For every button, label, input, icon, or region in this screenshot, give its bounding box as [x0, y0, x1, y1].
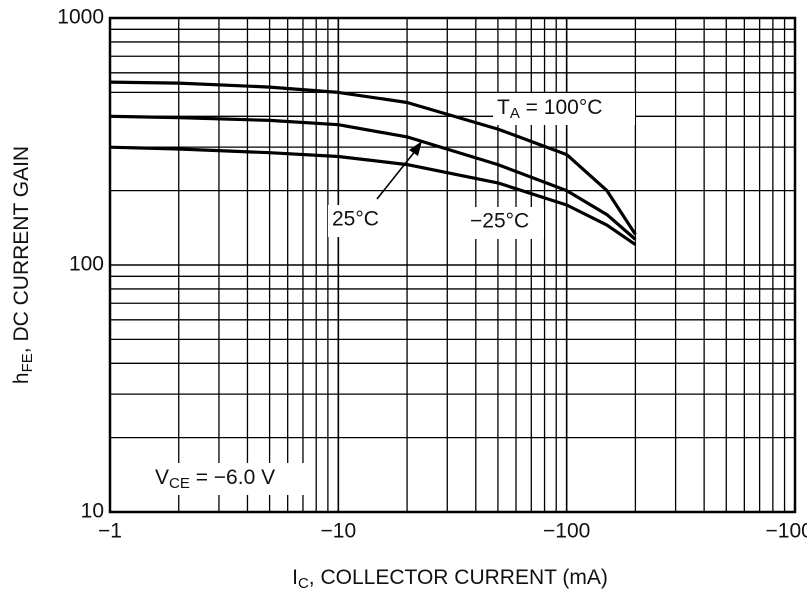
series-label: 25°C	[332, 208, 379, 231]
x-label-rest: , COLLECTOR CURRENT (mA)	[309, 566, 608, 589]
series-label-rest: = 100°C	[520, 96, 603, 119]
series-label: −25°C	[470, 210, 529, 233]
annotation-sub: CE	[169, 475, 190, 492]
curve	[109, 145, 637, 246]
x-label-main: I	[292, 566, 298, 589]
label-bg	[493, 93, 635, 125]
x-tick-label: −100	[543, 520, 590, 543]
x-tick-label: −1	[98, 520, 122, 543]
annotation-main: V	[155, 466, 169, 489]
x-tick-label: −10	[321, 520, 357, 543]
annotation-rest: = −6.0 V	[190, 466, 275, 489]
y-label-rest: , DC CURRENT GAIN	[10, 146, 33, 353]
x-axis-label: IC, COLLECTOR CURRENT (mA)	[292, 566, 608, 592]
annotation: VCE = −6.0 V	[155, 466, 275, 492]
plot-frame	[108, 16, 797, 514]
y-label-main: h	[10, 372, 33, 384]
label-bg	[466, 207, 544, 239]
y-tick-label: 1000	[57, 6, 104, 29]
label-bg	[328, 205, 390, 237]
series-label-main: T	[497, 96, 510, 119]
series-label-sub: A	[510, 105, 520, 122]
series-label: TA = 100°C	[497, 96, 602, 122]
x-tick-label: −1000	[766, 520, 807, 543]
arrow	[376, 149, 417, 200]
curve	[109, 114, 637, 241]
x-label-sub: C	[298, 575, 309, 592]
y-tick-label: 10	[81, 500, 104, 523]
curve	[109, 80, 637, 236]
y-tick-label: 100	[69, 253, 104, 276]
arrowhead	[409, 141, 422, 156]
y-label-sub: FE	[19, 353, 36, 372]
y-axis-label: hFE, DC CURRENT GAIN	[10, 146, 36, 384]
label-bg	[151, 463, 309, 495]
